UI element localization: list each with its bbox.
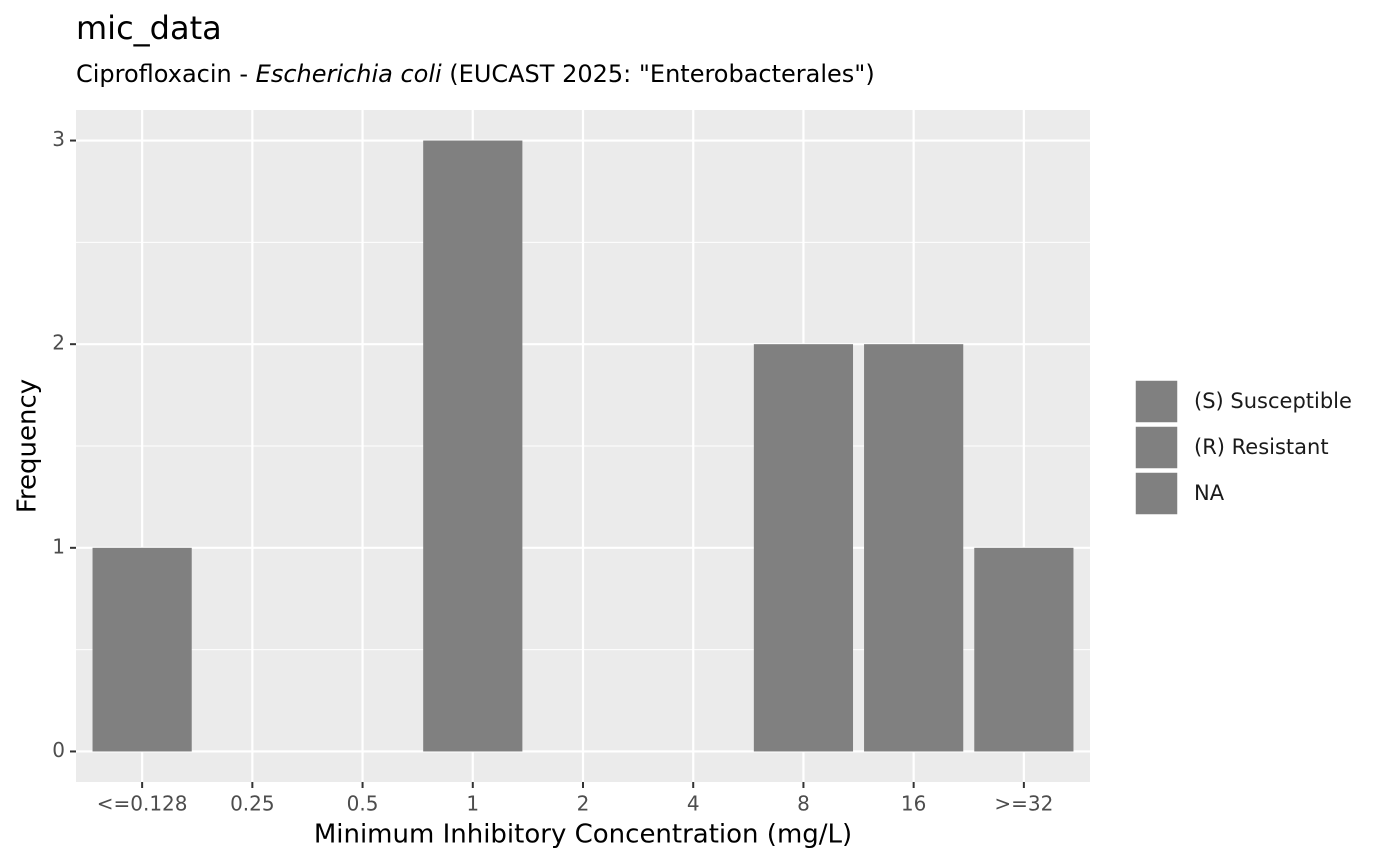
chart-title: mic_data — [76, 9, 222, 47]
y-tick-label: 0 — [52, 738, 65, 762]
y-tick-label: 3 — [52, 127, 65, 151]
x-tick-label: 2 — [577, 792, 590, 816]
subtitle-species: Escherichia coli — [256, 60, 442, 88]
x-tick-label: 16 — [901, 792, 926, 816]
x-tick-label: >=32 — [994, 792, 1053, 816]
x-tick-label: 8 — [797, 792, 810, 816]
bar — [92, 547, 192, 752]
x-tick-label: 0.25 — [230, 792, 275, 816]
legend-key — [1134, 425, 1179, 470]
bar — [974, 547, 1074, 752]
legend-label: (S) Susceptible — [1194, 389, 1352, 413]
x-tick-label: 1 — [466, 792, 479, 816]
y-tick-label: 2 — [52, 331, 65, 355]
legend-key — [1134, 471, 1179, 516]
x-tick-label: 0.5 — [347, 792, 379, 816]
chart-subtitle: Ciprofloxacin - Escherichia coli (EUCAST… — [76, 60, 875, 88]
legend-label: (R) Resistant — [1194, 435, 1329, 459]
bar — [864, 344, 964, 752]
bar — [423, 140, 523, 752]
subtitle-part: (EUCAST 2025: "Enterobacterales") — [442, 60, 875, 88]
y-tick-label: 1 — [52, 534, 65, 558]
x-tick-label: 4 — [687, 792, 700, 816]
legend-label: NA — [1194, 481, 1225, 505]
subtitle-part: Ciprofloxacin - — [76, 60, 256, 88]
x-tick-label: <=0.128 — [97, 792, 188, 816]
legend-key — [1134, 379, 1179, 424]
x-axis-title: Minimum Inhibitory Concentration (mg/L) — [314, 820, 852, 850]
bar — [753, 344, 854, 752]
y-axis-title: Frequency — [13, 379, 43, 513]
